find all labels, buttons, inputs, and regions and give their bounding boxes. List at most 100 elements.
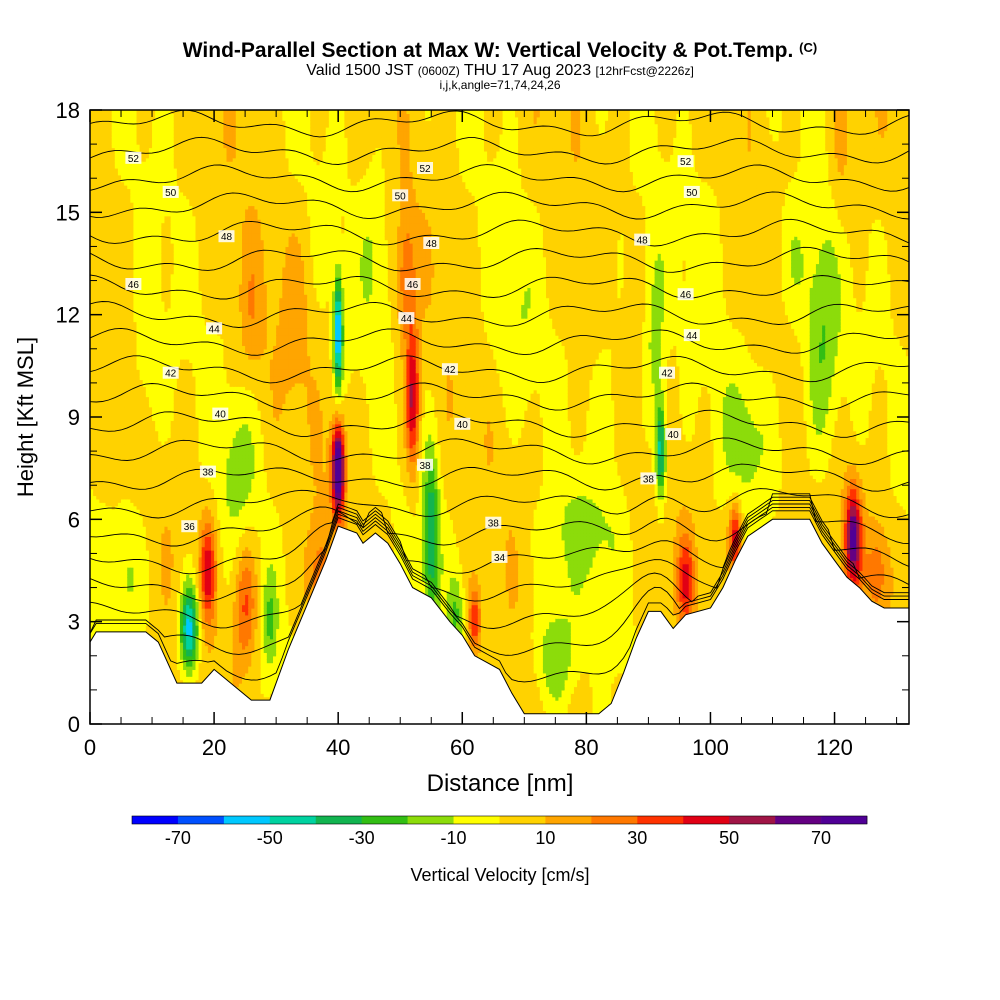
- velocity-cell: [105, 570, 110, 575]
- velocity-cell: [127, 614, 131, 619]
- velocity-cell: [99, 243, 104, 248]
- velocity-cell: [114, 580, 119, 585]
- velocity-cell: [105, 372, 110, 377]
- velocity-cell: [105, 492, 110, 497]
- velocity-cell: [96, 587, 100, 592]
- velocity-cell: [96, 283, 100, 288]
- velocity-cell: [121, 348, 125, 353]
- velocity-cell: [114, 529, 119, 534]
- velocity-cell: [114, 587, 119, 592]
- velocity-cell: [108, 454, 113, 459]
- velocity-cell: [124, 471, 128, 476]
- velocity-cell: [108, 608, 113, 613]
- velocity-cell: [108, 417, 113, 422]
- velocity-cell: [124, 195, 128, 200]
- velocity-cell: [105, 331, 110, 336]
- velocity-cell: [99, 120, 104, 125]
- velocity-cell: [124, 594, 128, 599]
- velocity-cell: [117, 191, 122, 196]
- velocity-cell: [124, 379, 128, 384]
- velocity-cell: [114, 345, 119, 350]
- velocity-cell: [93, 505, 97, 510]
- velocity-cell: [102, 246, 107, 251]
- velocity-cell: [105, 205, 110, 210]
- velocity-cell: [114, 512, 119, 517]
- velocity-cell: [96, 191, 100, 196]
- velocity-cell: [93, 181, 97, 186]
- velocity-cell: [121, 362, 125, 367]
- velocity-cell: [99, 474, 104, 479]
- velocity-cell: [90, 318, 94, 323]
- velocity-cell: [105, 202, 110, 207]
- velocity-cell: [90, 532, 94, 537]
- velocity-cell: [102, 113, 107, 118]
- velocity-cell: [114, 423, 119, 428]
- velocity-cell: [111, 389, 116, 394]
- velocity-cell: [117, 277, 122, 282]
- velocity-cell: [121, 202, 125, 207]
- velocity-cell: [90, 355, 94, 360]
- velocity-cell: [124, 345, 128, 350]
- velocity-cell: [105, 417, 110, 422]
- velocity-cell: [96, 556, 100, 561]
- velocity-cell: [108, 140, 113, 145]
- velocity-cell: [93, 522, 97, 527]
- velocity-cell: [96, 451, 100, 456]
- velocity-cell: [96, 376, 100, 381]
- velocity-cell: [121, 567, 125, 572]
- velocity-cell: [90, 423, 94, 428]
- velocity-cell: [121, 584, 125, 589]
- velocity-cell: [90, 321, 94, 326]
- velocity-cell: [114, 444, 119, 449]
- velocity-cell: [121, 290, 125, 295]
- velocity-cell: [124, 348, 128, 353]
- velocity-cell: [90, 311, 94, 316]
- velocity-cell: [90, 382, 94, 387]
- velocity-cell: [108, 341, 113, 346]
- velocity-cell: [111, 376, 116, 381]
- velocity-cell: [105, 287, 110, 292]
- velocity-cell: [96, 133, 100, 138]
- velocity-cell: [117, 608, 122, 613]
- velocity-cell: [105, 341, 110, 346]
- velocity-cell: [124, 512, 128, 517]
- velocity-cell: [124, 556, 128, 561]
- velocity-cell: [99, 560, 104, 565]
- velocity-cell: [102, 202, 107, 207]
- grid-indices: i,j,k,angle=71,74,24,26: [0, 79, 1000, 92]
- velocity-cell: [127, 123, 131, 128]
- velocity-cell: [102, 243, 107, 248]
- velocity-cell: [99, 570, 104, 575]
- velocity-cell: [105, 376, 110, 381]
- velocity-cell: [90, 253, 94, 258]
- velocity-cell: [90, 393, 94, 398]
- velocity-cell: [127, 137, 131, 142]
- velocity-cell: [105, 123, 110, 128]
- velocity-cell: [105, 277, 110, 282]
- velocity-cell: [105, 498, 110, 503]
- velocity-cell: [111, 492, 116, 497]
- velocity-cell: [124, 481, 128, 486]
- velocity-cell: [102, 474, 107, 479]
- velocity-cell: [121, 488, 125, 493]
- velocity-cell: [90, 287, 94, 292]
- velocity-cell: [127, 222, 131, 227]
- velocity-cell: [99, 174, 104, 179]
- velocity-cell: [121, 437, 125, 442]
- velocity-cell: [127, 290, 131, 295]
- velocity-cell: [90, 144, 94, 149]
- velocity-cell: [111, 369, 116, 374]
- velocity-cell: [99, 195, 104, 200]
- velocity-cell: [127, 468, 131, 473]
- velocity-cell: [108, 123, 113, 128]
- velocity-cell: [108, 185, 113, 190]
- velocity-cell: [105, 478, 110, 483]
- velocity-cell: [105, 212, 110, 217]
- velocity-cell: [127, 359, 131, 364]
- velocity-cell: [127, 311, 131, 316]
- velocity-cell: [96, 365, 100, 370]
- velocity-cell: [124, 270, 128, 275]
- velocity-cell: [96, 437, 100, 442]
- velocity-cell: [117, 130, 122, 135]
- velocity-cell: [99, 147, 104, 152]
